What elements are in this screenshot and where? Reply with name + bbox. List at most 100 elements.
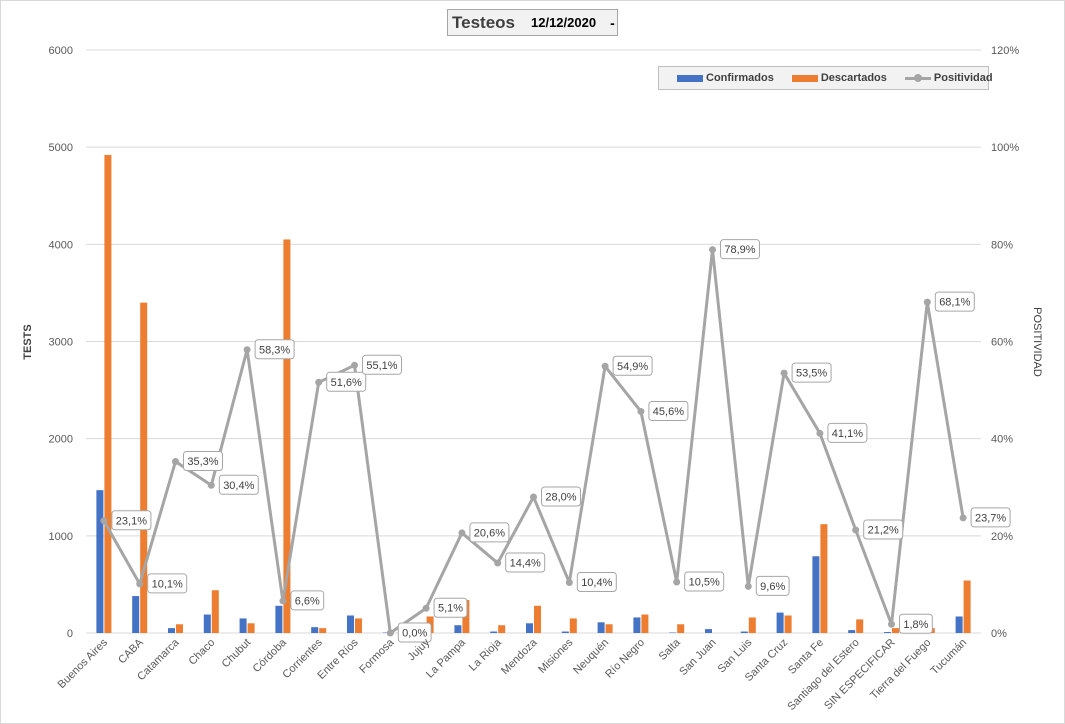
legend-label-confirmados: Confirmados <box>706 72 774 84</box>
data-label-box <box>576 571 617 592</box>
data-label: 58,3% <box>259 344 290 356</box>
bar-confirmados <box>347 615 354 633</box>
data-label: 14,4% <box>510 558 541 570</box>
legend-item-descartados[interactable]: Descartados <box>791 72 887 84</box>
data-label-box <box>254 339 295 360</box>
y2-tick-label: 120% <box>991 45 1019 57</box>
legend-label-positividad: Positividad <box>933 72 993 84</box>
data-label: 68,1% <box>939 297 970 309</box>
positividad-point <box>100 517 108 525</box>
chart-title: Testeos <box>452 12 515 32</box>
bar-descartados <box>641 614 649 633</box>
bar-descartados <box>784 615 792 633</box>
date-selector[interactable]: 12/12/2020 <box>531 15 597 30</box>
x-tick-label: Formosa <box>357 636 397 676</box>
positividad-point <box>923 298 931 306</box>
data-label: 5,1% <box>438 603 463 615</box>
bar-descartados <box>355 618 362 633</box>
data-label-box <box>290 590 325 611</box>
bar-descartados <box>856 619 864 633</box>
data-label: 10,5% <box>689 576 720 588</box>
x-tick-label: Salta <box>657 636 684 663</box>
positividad-point <box>279 597 287 605</box>
bar-confirmados <box>239 618 247 633</box>
x-tick-label: Buenos Aires <box>56 636 111 691</box>
legend-item-positividad[interactable]: Positividad <box>904 72 993 84</box>
data-label: 6,6% <box>295 595 320 607</box>
data-label-box <box>755 575 790 596</box>
bar-confirmados <box>561 631 569 633</box>
bar-confirmados <box>275 605 283 633</box>
bar-descartados <box>140 302 148 633</box>
x-tick-label: Río Negro <box>603 637 647 681</box>
positividad-point <box>136 580 144 588</box>
data-label-box <box>863 519 904 540</box>
bar-confirmados <box>168 628 175 633</box>
bar-confirmados <box>96 490 104 633</box>
x-tick-label: Mendoza <box>499 636 540 677</box>
data-label-box <box>791 362 832 383</box>
positividad-point <box>852 526 860 534</box>
bar-descartados <box>176 624 183 633</box>
data-label-box <box>827 422 868 443</box>
bar-confirmados <box>526 623 533 633</box>
data-label: 41,1% <box>832 428 863 440</box>
bar-confirmados <box>597 622 605 633</box>
chart-title-box[interactable]: Testeos 12/12/2020 - <box>447 9 618 36</box>
data-label-box <box>147 573 188 594</box>
data-label: 30,4% <box>223 480 254 492</box>
data-label: 51,6% <box>331 377 362 389</box>
data-label-box <box>970 507 1011 528</box>
data-label-box <box>934 291 975 312</box>
bar-confirmados <box>740 631 748 633</box>
positividad-point <box>959 514 967 522</box>
data-label-box <box>899 613 933 634</box>
bar-confirmados <box>490 631 498 633</box>
bar-descartados <box>283 239 291 633</box>
data-label: 35,3% <box>187 456 218 468</box>
x-tick-label: Chubut <box>220 637 254 671</box>
positividad-point <box>386 629 394 637</box>
y-tick-label: 3000 <box>49 337 73 349</box>
data-label: 28,0% <box>545 491 576 503</box>
bar-confirmados <box>848 630 856 633</box>
confirmados-swatch <box>677 74 703 82</box>
data-label: 54,9% <box>617 361 648 373</box>
x-tick-label: San Juan <box>677 637 718 678</box>
y2-tick-label: 40% <box>991 434 1013 446</box>
y-tick-label: 5000 <box>49 142 73 154</box>
y-tick-label: 1000 <box>49 531 73 543</box>
y-tick-label: 2000 <box>49 434 73 446</box>
positividad-point <box>172 458 179 466</box>
bar-descartados <box>677 624 685 633</box>
bar-descartados <box>748 617 756 633</box>
positividad-point <box>458 529 466 537</box>
data-label: 10,4% <box>581 577 612 589</box>
positividad-point <box>422 604 430 612</box>
positividad-point <box>315 378 323 386</box>
y2-tick-label: 20% <box>991 531 1013 543</box>
positividad-point <box>494 559 502 567</box>
bar-confirmados <box>132 596 140 633</box>
data-label: 78,9% <box>724 244 755 256</box>
chart-legend: Confirmados Descartados Positividad <box>658 66 993 90</box>
data-label-box <box>720 239 760 260</box>
positividad-point <box>243 346 251 354</box>
data-label: 23,1% <box>116 515 147 527</box>
data-label: 10,1% <box>152 578 183 590</box>
y-tick-label: 0 <box>67 628 73 640</box>
y-axis-title: TESTS <box>22 324 34 359</box>
data-label: 21,2% <box>868 525 899 537</box>
positividad-point <box>530 493 537 501</box>
y2-tick-label: 80% <box>991 239 1013 251</box>
data-label-box <box>648 400 689 421</box>
y2-tick-label: 0% <box>991 628 1007 640</box>
data-label: 0,0% <box>402 628 427 640</box>
positividad-point <box>780 369 788 377</box>
dropdown-marker[interactable]: - <box>610 14 615 31</box>
data-label-box <box>362 354 402 375</box>
positividad-point <box>601 362 609 370</box>
data-label: 53,5% <box>796 368 827 380</box>
bar-descartados <box>104 154 112 633</box>
legend-item-confirmados[interactable]: Confirmados <box>677 72 774 84</box>
